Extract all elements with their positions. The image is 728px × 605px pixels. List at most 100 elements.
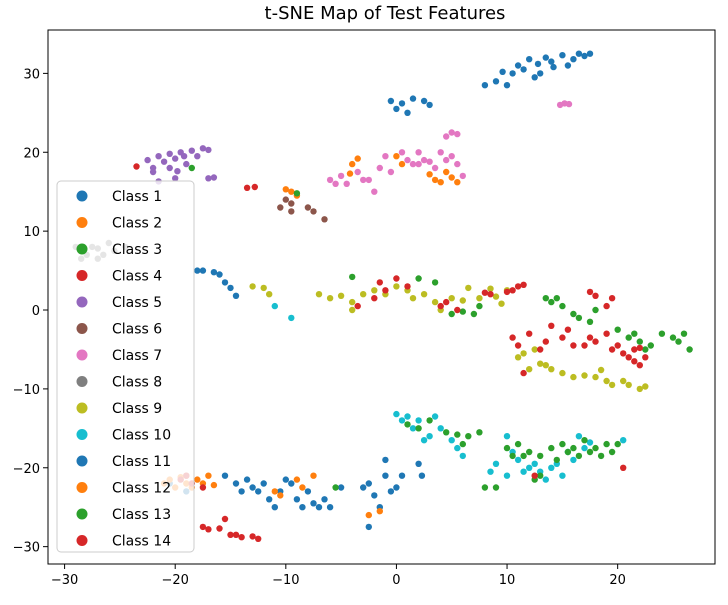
data-point — [266, 496, 273, 503]
data-point — [238, 488, 245, 495]
data-point — [625, 354, 632, 361]
data-point — [620, 377, 627, 385]
x-tick-label: −10 — [272, 573, 299, 588]
data-point — [586, 50, 594, 57]
data-point — [149, 168, 157, 176]
legend-marker — [76, 535, 88, 546]
data-point — [443, 156, 450, 164]
data-point — [282, 196, 289, 203]
data-point — [155, 153, 162, 160]
legend-marker — [76, 482, 88, 493]
data-point — [431, 164, 439, 172]
data-point — [398, 100, 406, 107]
data-point — [559, 440, 566, 448]
data-point — [387, 168, 395, 176]
data-point — [542, 362, 549, 369]
data-point — [426, 101, 433, 109]
data-point — [454, 160, 461, 168]
data-point — [199, 484, 207, 491]
data-point — [393, 283, 400, 290]
series-class-3 — [188, 164, 301, 197]
data-point — [454, 431, 461, 438]
data-point — [559, 302, 566, 310]
data-point — [243, 476, 251, 483]
legend-label: Class 8 — [112, 375, 162, 391]
data-point — [343, 180, 350, 187]
data-point — [608, 448, 616, 456]
data-point — [326, 295, 334, 302]
data-point — [581, 52, 588, 60]
data-point — [365, 511, 372, 519]
data-point — [431, 176, 439, 184]
data-point — [393, 484, 400, 491]
data-point — [249, 533, 256, 540]
data-point — [310, 472, 317, 479]
data-point — [559, 472, 566, 479]
data-point — [514, 354, 522, 361]
data-point — [597, 366, 605, 374]
data-point — [404, 421, 411, 428]
data-point — [277, 492, 284, 499]
data-point — [575, 452, 583, 460]
data-point — [542, 338, 549, 345]
data-point — [288, 200, 295, 207]
x-tick-label: 0 — [392, 573, 400, 588]
data-point — [431, 413, 439, 420]
data-point — [255, 535, 262, 542]
data-point — [636, 338, 643, 345]
data-point — [592, 444, 599, 452]
legend: Class 1 Class 2 Class 3 Class 4 Class 5 Class… — [56, 180, 195, 553]
legend-marker — [76, 455, 88, 467]
legend-label: Class 10 — [112, 428, 171, 444]
series-class-5 — [144, 145, 218, 185]
data-point — [514, 283, 522, 290]
data-point — [393, 153, 400, 160]
data-point — [631, 346, 638, 353]
data-point — [404, 413, 411, 420]
data-point — [437, 425, 444, 432]
data-point — [553, 456, 560, 464]
data-point — [310, 208, 317, 215]
data-point — [531, 346, 538, 353]
data-point — [520, 350, 527, 357]
data-point — [255, 488, 262, 495]
data-point — [199, 145, 207, 152]
data-point — [393, 275, 400, 282]
data-point — [658, 330, 666, 337]
data-point — [216, 525, 223, 532]
legend-label: Class 6 — [112, 322, 162, 338]
y-axis: −30 −20 −10 0 10 20 30 — [13, 67, 48, 556]
x-tick-label: −20 — [161, 573, 188, 588]
data-point — [277, 204, 284, 211]
data-point — [415, 460, 422, 467]
data-point — [503, 288, 511, 296]
data-point — [448, 437, 455, 444]
data-point — [221, 279, 229, 286]
data-point — [194, 153, 201, 160]
data-point — [487, 285, 494, 292]
data-point — [592, 292, 599, 299]
data-point — [686, 346, 693, 353]
data-point — [520, 369, 527, 377]
data-point — [166, 150, 173, 157]
data-point — [415, 149, 422, 156]
data-point — [337, 172, 345, 180]
data-point — [315, 504, 323, 511]
data-point — [238, 534, 245, 541]
data-point — [642, 383, 649, 390]
data-point — [398, 417, 406, 424]
data-point — [210, 481, 218, 489]
data-point — [448, 295, 455, 302]
data-point — [581, 372, 588, 379]
data-point — [221, 515, 229, 523]
data-point — [332, 484, 339, 491]
data-point — [133, 163, 140, 170]
data-point — [199, 267, 207, 274]
data-point — [354, 155, 361, 162]
legend-label: Class 3 — [112, 242, 162, 258]
data-point — [499, 68, 506, 76]
data-point — [459, 452, 466, 460]
data-point — [603, 330, 610, 337]
data-point — [564, 326, 572, 333]
